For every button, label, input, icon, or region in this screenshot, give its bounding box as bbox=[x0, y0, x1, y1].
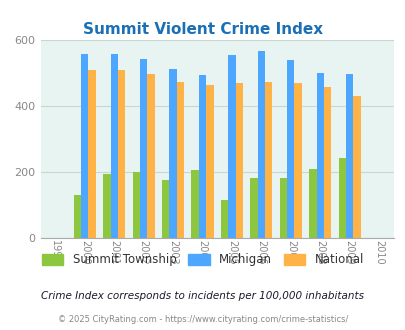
Bar bbox=[147, 74, 154, 238]
Bar bbox=[176, 82, 183, 238]
Bar bbox=[286, 60, 294, 238]
Bar bbox=[88, 70, 96, 238]
Bar bbox=[110, 54, 117, 238]
Bar bbox=[228, 55, 235, 238]
Text: © 2025 CityRating.com - https://www.cityrating.com/crime-statistics/: © 2025 CityRating.com - https://www.city… bbox=[58, 315, 347, 324]
Bar bbox=[117, 70, 125, 238]
Bar bbox=[132, 172, 140, 238]
Bar bbox=[103, 174, 110, 238]
Bar bbox=[352, 96, 360, 238]
Bar bbox=[220, 200, 228, 238]
Text: Crime Index corresponds to incidents per 100,000 inhabitants: Crime Index corresponds to incidents per… bbox=[41, 291, 364, 301]
Bar bbox=[198, 75, 206, 238]
Bar bbox=[169, 69, 176, 238]
Bar bbox=[309, 169, 316, 238]
Bar bbox=[257, 51, 264, 238]
Bar bbox=[345, 74, 352, 238]
Bar bbox=[162, 180, 169, 238]
Bar bbox=[206, 85, 213, 238]
Legend: Summit Township, Michigan, National: Summit Township, Michigan, National bbox=[42, 253, 363, 266]
Bar bbox=[294, 83, 301, 238]
Bar bbox=[235, 82, 242, 238]
Bar bbox=[264, 82, 272, 238]
Bar bbox=[279, 178, 286, 238]
Bar bbox=[323, 87, 330, 238]
Bar bbox=[250, 178, 257, 238]
Bar bbox=[316, 73, 323, 238]
Text: Summit Violent Crime Index: Summit Violent Crime Index bbox=[83, 22, 322, 37]
Bar bbox=[140, 59, 147, 238]
Bar bbox=[74, 195, 81, 238]
Bar bbox=[338, 158, 345, 238]
Bar bbox=[191, 170, 198, 238]
Bar bbox=[81, 54, 88, 238]
